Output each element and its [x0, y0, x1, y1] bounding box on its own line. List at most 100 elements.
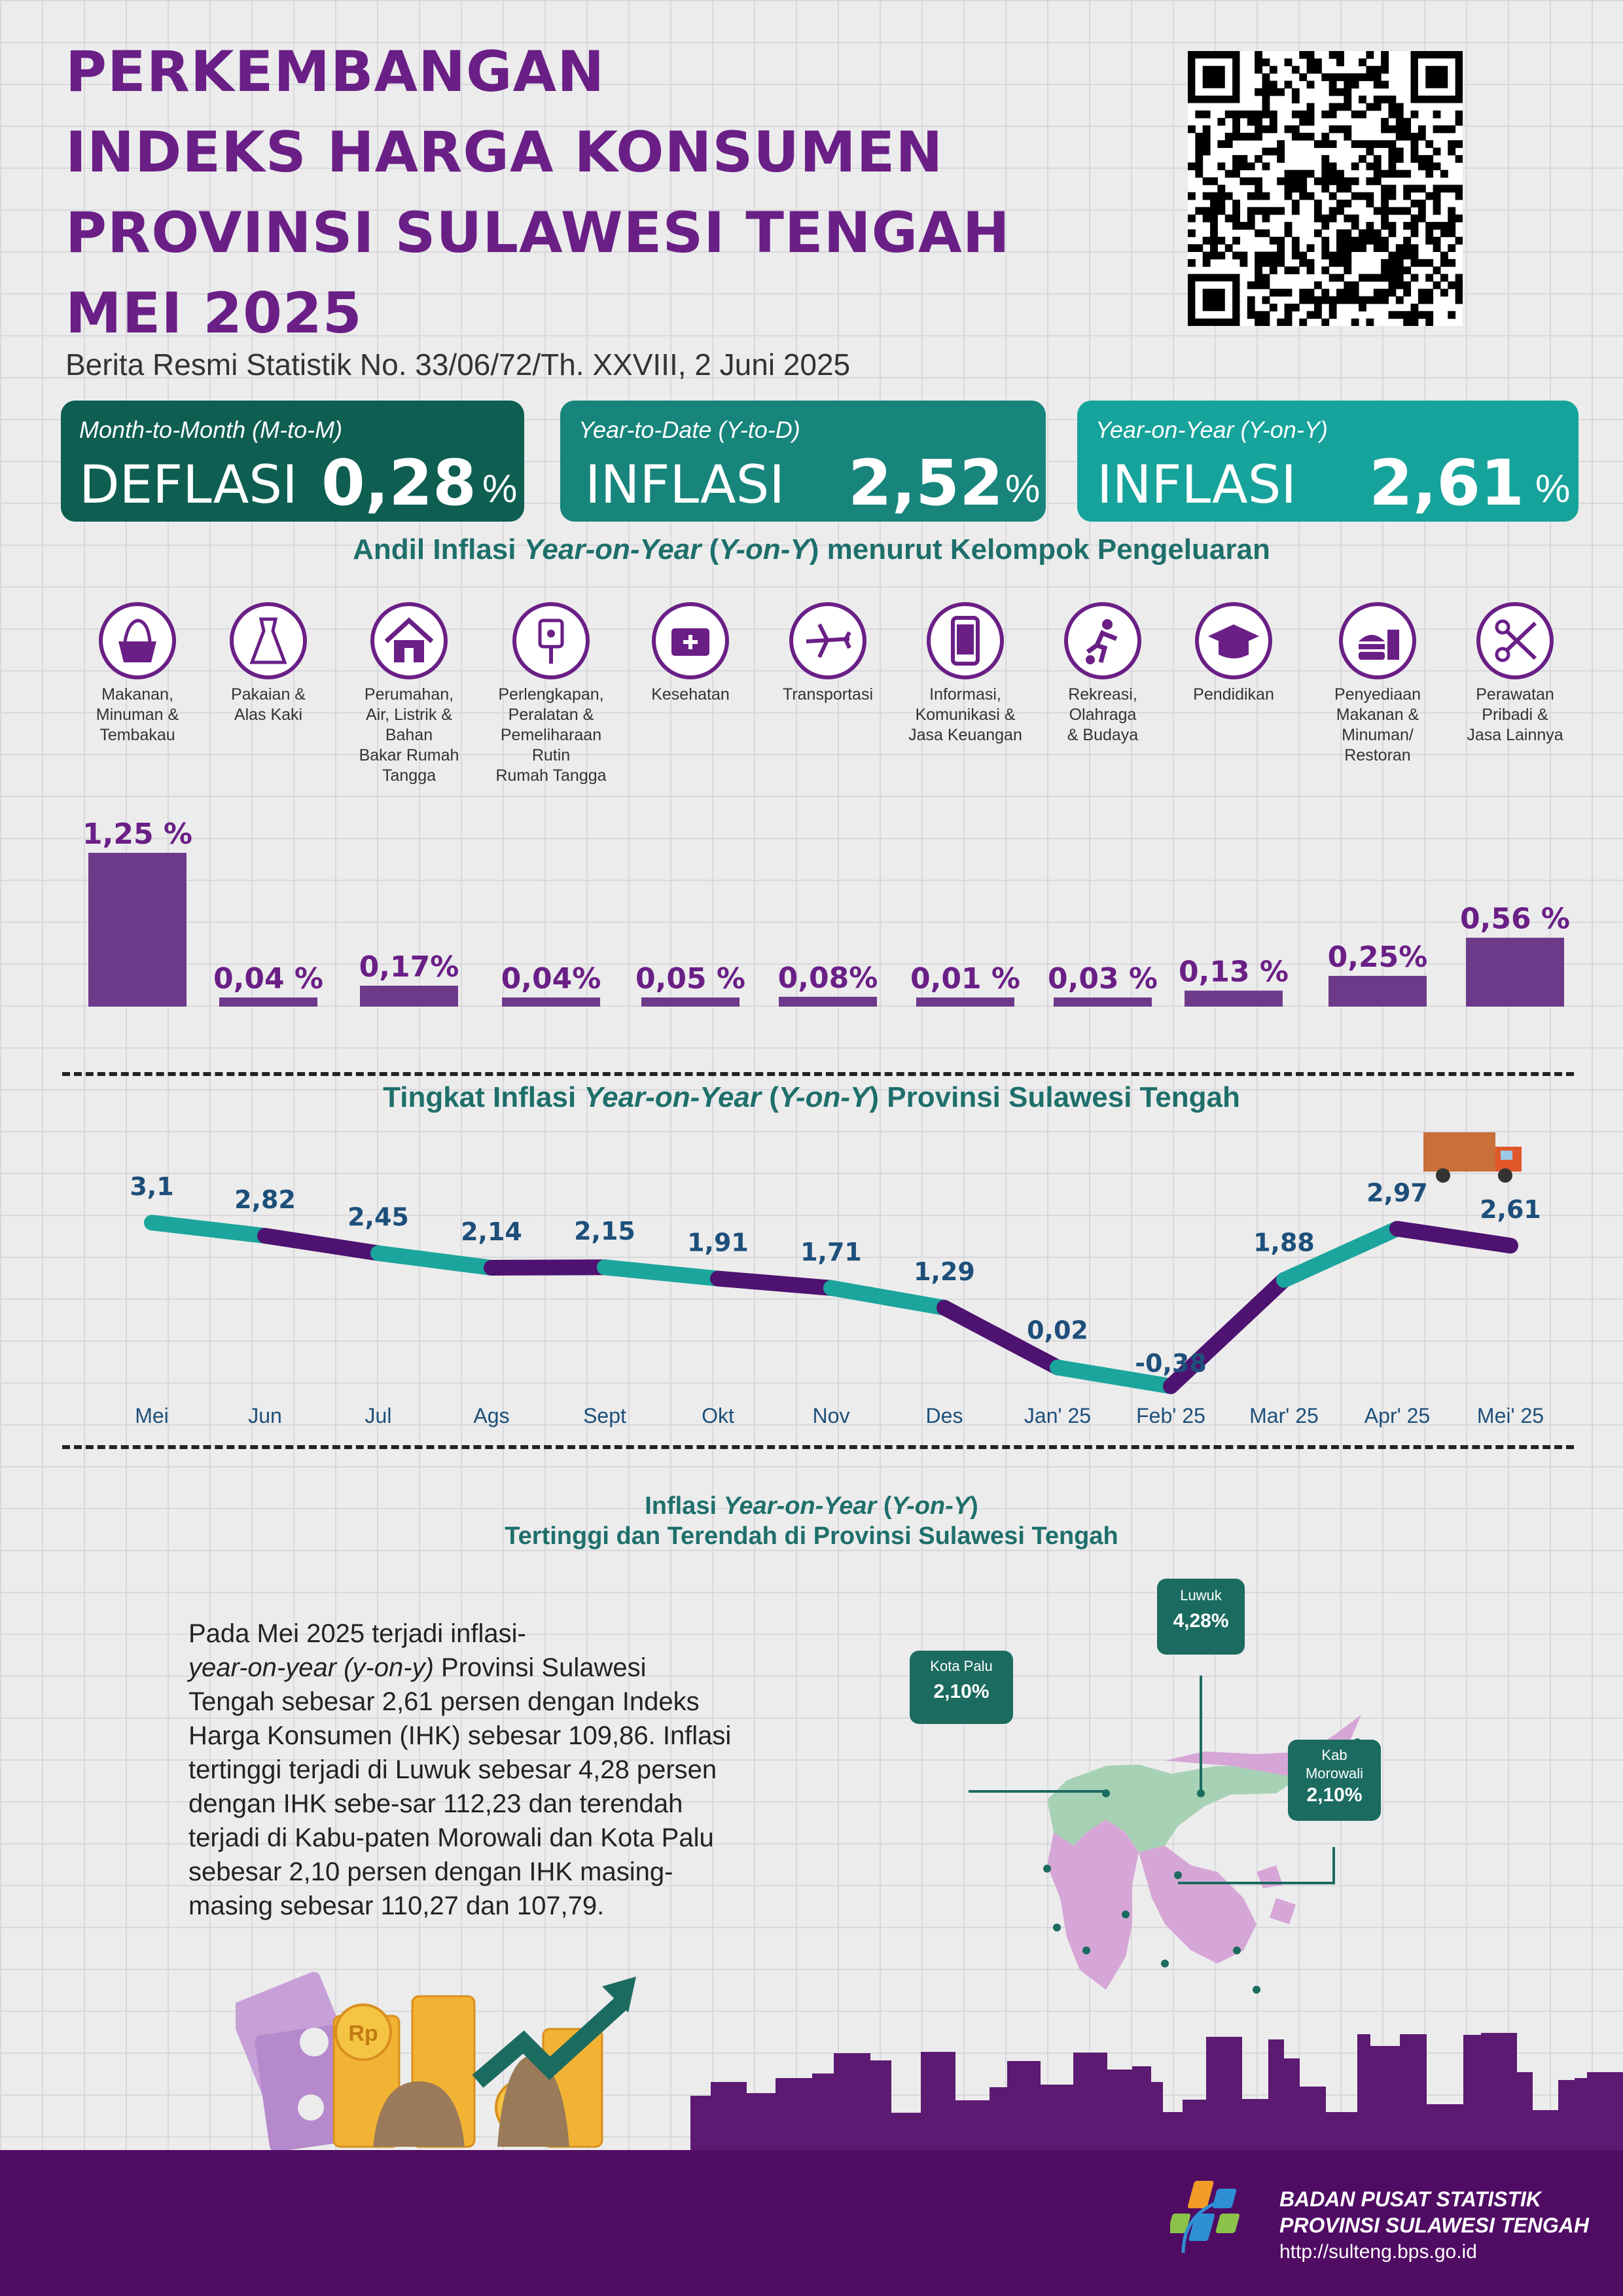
category-label: Perawatan Pribadi & Jasa Lainnya	[1467, 685, 1563, 744]
divider-1	[62, 1072, 1574, 1076]
mtm-value: 0,28	[321, 446, 476, 520]
title-line-3: PROVINSI SULAWESI TENGAH	[65, 200, 1010, 266]
title-line-4: MEI 2025	[65, 281, 363, 346]
trend-line-segment	[1389, 1221, 1518, 1254]
trend-line-segment	[257, 1228, 386, 1261]
trend-value-label: 1,71	[800, 1238, 862, 1266]
category-label: Pakaian & Alas Kaki	[231, 685, 306, 724]
category-label: Perumahan, Air, Listrik & Bahan Bakar Ru…	[359, 685, 459, 785]
qr-code[interactable]	[1188, 51, 1463, 326]
andil-bar	[916, 997, 1014, 1007]
trend-month-label: Mar' 25	[1249, 1404, 1319, 1427]
graduation-cap-icon	[1195, 602, 1272, 679]
trend-month-label: Des	[926, 1404, 963, 1427]
andil-value-label: 0,04%	[501, 962, 601, 996]
callout-luwuk-name: Luwuk	[1180, 1587, 1222, 1604]
trend-month-label: Ags	[473, 1404, 509, 1427]
andil-bar-chart: 1,25 % 0,04 % 0,17% 0,04% 0,05 % 0,08% 0,01 % 0…	[82, 817, 1570, 1007]
scissors-comb-icon	[1476, 602, 1554, 679]
trend-value-label: 0,02	[1027, 1316, 1088, 1344]
trend-value-label: 2,82	[234, 1185, 296, 1214]
bps-url-link[interactable]: http://sulteng.bps.go.id	[1279, 2241, 1477, 2263]
money-illustration: Rp Rp	[236, 1971, 636, 2152]
callout-kab-morowali-name: Kab Morowali	[1305, 1747, 1364, 1782]
trend-value-label: 1,91	[687, 1228, 749, 1257]
yoy-value: 2,61	[1369, 446, 1524, 520]
andil-bar	[360, 986, 458, 1007]
category-label: Penyediaan Makanan & Minuman/ Restoran	[1334, 685, 1421, 764]
trend-value-label: 2,61	[1480, 1195, 1541, 1224]
ytd-value: 2,52	[848, 446, 1003, 520]
truck-icon	[1423, 1132, 1522, 1183]
soccer-player-icon	[1064, 602, 1141, 679]
ytd-unit: %	[1005, 467, 1041, 511]
trend-value-label: 2,15	[574, 1217, 635, 1246]
divider-2	[62, 1445, 1574, 1449]
trend-month-label: Feb' 25	[1136, 1404, 1205, 1427]
category-label: Makanan, Minuman & Tembakau	[96, 685, 179, 744]
trend-line-segment	[144, 1215, 273, 1244]
andil-value-label: 1,25 %	[82, 817, 192, 851]
andil-bar	[1466, 937, 1564, 1007]
callout-luwuk: Luwuk 4,28%	[1157, 1579, 1245, 1655]
yoy-period-label: Year-on-Year (Y-on-Y)	[1096, 416, 1328, 443]
andil-bar	[1329, 976, 1427, 1007]
house-icon	[370, 602, 448, 679]
trend-value-label: 2,97	[1366, 1178, 1428, 1207]
mtm-period-label: Month-to-Month (M-to-M)	[79, 416, 343, 443]
category-label: Informasi, Komunikasi & Jasa Keuangan	[908, 685, 1022, 744]
medical-kit-icon	[652, 602, 729, 679]
fastfood-icon	[1339, 602, 1416, 679]
trend-line-segment	[710, 1270, 839, 1296]
trend-month-label: Apr' 25	[1364, 1404, 1430, 1427]
food-basket-icon	[99, 602, 176, 679]
callout-kota-palu-name: Kota Palu	[930, 1658, 993, 1674]
andil-bar	[641, 997, 740, 1007]
airplane-icon	[789, 602, 866, 679]
regional-section-title: Inflasi Year-on-Year (Y-on-Y) Tertinggi d…	[505, 1492, 1118, 1550]
trend-value-label: 1,88	[1253, 1229, 1315, 1257]
category-label: Pendidikan	[1193, 685, 1274, 704]
yoy-kind-label: INFLASI	[1097, 454, 1296, 515]
trend-line-segment	[823, 1280, 952, 1316]
category-label: Kesehatan	[651, 685, 730, 704]
callout-luwuk-value: 4,28%	[1173, 1610, 1229, 1632]
callout-kab-morowali-value: 2,10%	[1306, 1784, 1363, 1806]
andil-value-label: 0,01 %	[910, 962, 1020, 996]
inflation-line-chart: 3,1 Mei 2,82 Jun 2,45 Jul 2,14 Ags 2,15 Sept 1,91 O…	[130, 1132, 1544, 1427]
trend-line-segment	[597, 1259, 726, 1287]
release-subtitle: Berita Resmi Statistik No. 33/06/72/Th. …	[65, 348, 851, 382]
ytd-kind-label: INFLASI	[585, 454, 785, 515]
andil-bar	[779, 996, 877, 1007]
yoy-summary-box: Year-on-Year (Y-on-Y) INFLASI 2,61 %	[1077, 401, 1578, 522]
category-label: Transportasi	[782, 685, 873, 704]
mtm-kind-label: DEFLASI	[79, 454, 298, 515]
trend-value-label: 3,1	[130, 1172, 173, 1201]
smartphone-icon	[927, 602, 1004, 679]
callout-kab-morowali: Kab Morowali 2,10%	[1288, 1740, 1381, 1821]
trend-line-segment	[1050, 1359, 1179, 1394]
andil-bar	[219, 997, 317, 1007]
category-label: Perlengkapan, Peralatan & Pemeliharaan R…	[495, 685, 607, 785]
andil-value-label: 0,17%	[359, 950, 459, 984]
svg-text:Rp: Rp	[348, 2021, 378, 2046]
trend-value-label: 2,45	[348, 1203, 409, 1232]
mtm-summary-box: Month-to-Month (M-to-M) DEFLASI 0,28 %	[61, 401, 524, 522]
trend-value-label: 2,14	[461, 1217, 522, 1246]
trend-month-label: Sept	[583, 1404, 626, 1427]
trend-month-label: Jul	[365, 1404, 392, 1427]
bps-logo	[1170, 2181, 1240, 2253]
ytd-period-label: Year-to-Date (Y-to-D)	[579, 416, 800, 443]
trend-line-segment	[484, 1259, 613, 1276]
trend-line-segment	[1163, 1272, 1292, 1394]
trend-month-label: Okt	[702, 1404, 734, 1427]
andil-bar	[502, 997, 600, 1007]
regional-paragraph: Pada Mei 2025 terjadi inflasi-year-on-ye…	[188, 1619, 732, 1920]
bps-org-name: BADAN PUSAT STATISTIK PROVINSI SULAWESI T…	[1279, 2187, 1589, 2237]
trend-line-segment	[370, 1245, 499, 1276]
andil-bar	[88, 853, 187, 1007]
trend-section-title: Tingkat Inflasi Year-on-Year (Y-on-Y) Pr…	[383, 1081, 1240, 1113]
andil-value-label: 0,08%	[778, 961, 878, 995]
callout-kota-palu-value: 2,10%	[933, 1681, 990, 1702]
trend-month-label: Jun	[248, 1404, 282, 1427]
